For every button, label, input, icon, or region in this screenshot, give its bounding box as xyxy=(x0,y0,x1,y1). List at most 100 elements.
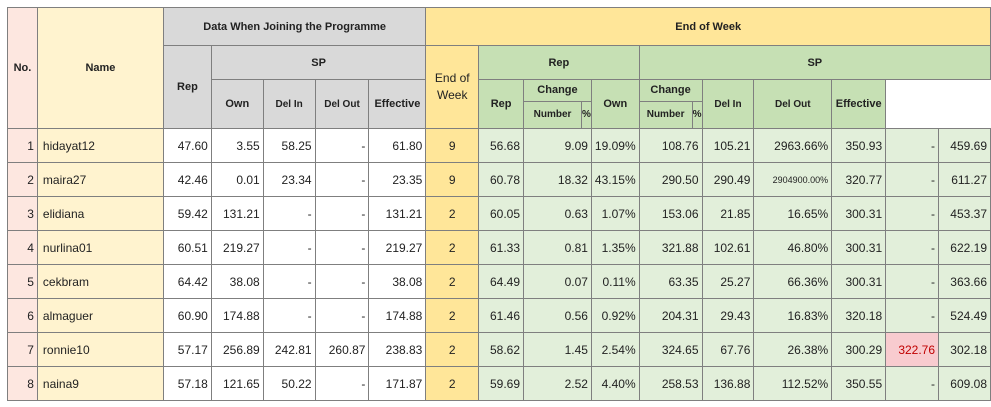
sp-change-number-cell[interactable]: 105.21 xyxy=(701,128,755,163)
sp-change-number-cell[interactable]: 67.76 xyxy=(701,332,755,367)
row-name[interactable]: ronnie10 xyxy=(36,332,164,367)
join-effective-cell[interactable]: 131.21 xyxy=(368,196,427,231)
end-del-out-cell[interactable]: - xyxy=(885,162,940,197)
join-del-in-cell[interactable]: 58.25 xyxy=(262,128,316,163)
end-rep-cell[interactable]: 60.05 xyxy=(478,196,525,231)
join-own-cell[interactable]: 174.88 xyxy=(210,298,264,333)
end-of-week-cell[interactable]: 2 xyxy=(425,264,480,299)
join-rep-cell[interactable]: 59.42 xyxy=(162,196,212,231)
row-name[interactable]: almaguer xyxy=(36,298,164,333)
join-rep-cell[interactable]: 47.60 xyxy=(162,128,212,163)
rep-change-percent-cell[interactable]: 19.09% xyxy=(590,128,640,163)
end-effective-cell[interactable]: 524.49 xyxy=(938,298,991,333)
sp-change-percent-cell[interactable]: 16.83% xyxy=(753,298,833,333)
join-own-cell[interactable]: 256.89 xyxy=(210,332,264,367)
row-number[interactable]: 1 xyxy=(7,128,38,163)
row-number[interactable]: 5 xyxy=(7,264,38,299)
join-del-out-cell[interactable]: - xyxy=(314,366,370,401)
sp-change-number-cell[interactable]: 290.49 xyxy=(701,162,755,197)
end-effective-cell[interactable]: 363.66 xyxy=(938,264,991,299)
rep-change-number-cell[interactable]: 1.45 xyxy=(523,332,592,367)
end-of-week-cell[interactable]: 2 xyxy=(425,332,480,367)
end-effective-cell[interactable]: 302.18 xyxy=(938,332,991,367)
end-rep-cell[interactable]: 64.49 xyxy=(478,264,525,299)
join-own-cell[interactable]: 3.55 xyxy=(210,128,264,163)
end-own-cell[interactable]: 108.76 xyxy=(638,128,703,163)
rep-change-number-cell[interactable]: 0.81 xyxy=(523,230,592,265)
join-del-out-cell[interactable]: - xyxy=(314,162,370,197)
row-name[interactable]: hidayat12 xyxy=(36,128,164,163)
end-del-out-cell[interactable]: - xyxy=(885,264,940,299)
end-of-week-cell[interactable]: 2 xyxy=(425,230,480,265)
rep-change-percent-cell[interactable]: 4.40% xyxy=(590,366,640,401)
end-rep-cell[interactable]: 58.62 xyxy=(478,332,525,367)
join-del-in-cell[interactable]: 23.34 xyxy=(262,162,316,197)
sp-change-number-cell[interactable]: 102.61 xyxy=(701,230,755,265)
join-rep-cell[interactable]: 42.46 xyxy=(162,162,212,197)
end-of-week-cell[interactable]: 9 xyxy=(425,162,480,197)
join-own-cell[interactable]: 0.01 xyxy=(210,162,264,197)
end-del-in-cell[interactable]: 300.31 xyxy=(831,230,887,265)
end-rep-cell[interactable]: 56.68 xyxy=(478,128,525,163)
end-del-in-cell[interactable]: 300.31 xyxy=(831,196,887,231)
join-del-in-cell[interactable]: - xyxy=(262,196,316,231)
row-name[interactable]: nurlina01 xyxy=(36,230,164,265)
join-own-cell[interactable]: 219.27 xyxy=(210,230,264,265)
end-own-cell[interactable]: 63.35 xyxy=(638,264,703,299)
join-del-in-cell[interactable]: 242.81 xyxy=(262,332,316,367)
rep-change-percent-cell[interactable]: 2.54% xyxy=(590,332,640,367)
end-own-cell[interactable]: 321.88 xyxy=(638,230,703,265)
end-rep-cell[interactable]: 61.46 xyxy=(478,298,525,333)
end-of-week-cell[interactable]: 2 xyxy=(425,298,480,333)
end-del-out-cell[interactable]: 322.76 xyxy=(885,332,940,367)
end-of-week-cell[interactable]: 9 xyxy=(425,128,480,163)
join-effective-cell[interactable]: 38.08 xyxy=(368,264,427,299)
row-number[interactable]: 8 xyxy=(7,366,38,401)
join-del-out-cell[interactable]: - xyxy=(314,298,370,333)
end-own-cell[interactable]: 153.06 xyxy=(638,196,703,231)
row-name[interactable]: maira27 xyxy=(36,162,164,197)
end-del-in-cell[interactable]: 300.29 xyxy=(831,332,887,367)
sp-change-percent-cell[interactable]: 2963.66% xyxy=(753,128,833,163)
sp-change-percent-cell[interactable]: 46.80% xyxy=(753,230,833,265)
row-number[interactable]: 4 xyxy=(7,230,38,265)
end-del-in-cell[interactable]: 320.18 xyxy=(831,298,887,333)
join-effective-cell[interactable]: 61.80 xyxy=(368,128,427,163)
join-own-cell[interactable]: 121.65 xyxy=(210,366,264,401)
sp-change-number-cell[interactable]: 21.85 xyxy=(701,196,755,231)
join-rep-cell[interactable]: 57.17 xyxy=(162,332,212,367)
end-effective-cell[interactable]: 459.69 xyxy=(938,128,991,163)
join-del-in-cell[interactable]: - xyxy=(262,230,316,265)
sp-change-percent-cell[interactable]: 2904900.00% xyxy=(753,162,833,197)
end-del-out-cell[interactable]: - xyxy=(885,298,940,333)
row-number[interactable]: 3 xyxy=(7,196,38,231)
join-del-in-cell[interactable]: - xyxy=(262,298,316,333)
rep-change-percent-cell[interactable]: 0.11% xyxy=(590,264,640,299)
end-del-out-cell[interactable]: - xyxy=(885,196,940,231)
join-effective-cell[interactable]: 174.88 xyxy=(368,298,427,333)
end-own-cell[interactable]: 290.50 xyxy=(638,162,703,197)
join-del-out-cell[interactable]: 260.87 xyxy=(314,332,370,367)
end-of-week-cell[interactable]: 2 xyxy=(425,196,480,231)
end-of-week-cell[interactable]: 2 xyxy=(425,366,480,401)
end-del-out-cell[interactable]: - xyxy=(885,128,940,163)
end-own-cell[interactable]: 324.65 xyxy=(638,332,703,367)
join-del-out-cell[interactable]: - xyxy=(314,128,370,163)
row-number[interactable]: 2 xyxy=(7,162,38,197)
end-del-in-cell[interactable]: 350.93 xyxy=(831,128,887,163)
end-effective-cell[interactable]: 611.27 xyxy=(938,162,991,197)
row-name[interactable]: elidiana xyxy=(36,196,164,231)
end-rep-cell[interactable]: 59.69 xyxy=(478,366,525,401)
join-rep-cell[interactable]: 60.51 xyxy=(162,230,212,265)
end-effective-cell[interactable]: 453.37 xyxy=(938,196,991,231)
join-effective-cell[interactable]: 23.35 xyxy=(368,162,427,197)
rep-change-percent-cell[interactable]: 1.35% xyxy=(590,230,640,265)
sp-change-number-cell[interactable]: 25.27 xyxy=(701,264,755,299)
join-del-in-cell[interactable]: 50.22 xyxy=(262,366,316,401)
join-rep-cell[interactable]: 57.18 xyxy=(162,366,212,401)
rep-change-number-cell[interactable]: 18.32 xyxy=(523,162,592,197)
join-rep-cell[interactable]: 64.42 xyxy=(162,264,212,299)
row-name[interactable]: cekbram xyxy=(36,264,164,299)
end-del-in-cell[interactable]: 300.31 xyxy=(831,264,887,299)
sp-change-percent-cell[interactable]: 16.65% xyxy=(753,196,833,231)
